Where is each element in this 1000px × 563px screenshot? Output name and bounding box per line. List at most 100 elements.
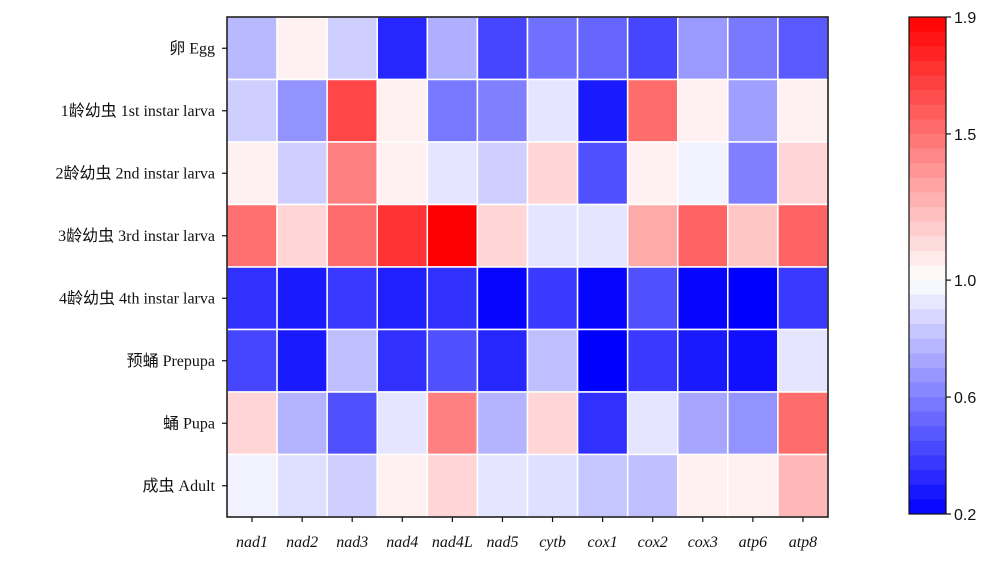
heatmap-cell bbox=[376, 78, 429, 143]
heatmap-cell bbox=[226, 78, 278, 143]
heatmap-cell bbox=[626, 203, 679, 268]
colorbar-segment bbox=[909, 207, 946, 223]
heatmap-cell bbox=[777, 328, 829, 393]
heatmap-cell bbox=[777, 266, 829, 331]
heatmap-cell bbox=[376, 328, 429, 393]
heatmap-cell bbox=[526, 16, 579, 81]
heatmap-cell bbox=[677, 78, 729, 143]
row-label: 卵 Egg bbox=[169, 39, 215, 57]
heatmap-cell bbox=[677, 391, 729, 456]
heatmap-cell bbox=[426, 141, 479, 206]
heatmap-cell bbox=[476, 328, 529, 393]
heatmap-cell bbox=[626, 78, 679, 143]
colorbar-segment bbox=[909, 470, 946, 486]
row-label: 1龄幼虫 1st instar larva bbox=[61, 102, 215, 120]
row-label: 成虫 Adult bbox=[143, 477, 216, 495]
heatmap-cell bbox=[376, 16, 429, 81]
heatmap-cell bbox=[276, 141, 328, 206]
heatmap-cell bbox=[526, 453, 579, 518]
heatmap-cell bbox=[626, 391, 679, 456]
colorbar-segment bbox=[909, 499, 946, 515]
heatmap-cell bbox=[727, 328, 779, 393]
colorbar-segment bbox=[909, 411, 946, 427]
heatmap-cell bbox=[727, 391, 779, 456]
heatmap-cell bbox=[576, 16, 629, 81]
row-label: 预蛹 Prepupa bbox=[127, 352, 215, 370]
heatmap-cell bbox=[226, 328, 278, 393]
colorbar-tick-label: 0.2 bbox=[954, 507, 976, 524]
heatmap-cell bbox=[476, 453, 529, 518]
colorbar-segment bbox=[909, 265, 946, 281]
heatmap-cell bbox=[426, 78, 479, 143]
heatmap-cell bbox=[677, 141, 729, 206]
colorbar-segment bbox=[909, 163, 946, 179]
heatmap-cell bbox=[326, 141, 378, 206]
heatmap-cell bbox=[426, 453, 479, 518]
heatmap-cell bbox=[226, 141, 278, 206]
heatmap-cell bbox=[576, 266, 629, 331]
heatmap-cell bbox=[326, 453, 378, 518]
heatmap-cell bbox=[777, 391, 829, 456]
heatmap-cell bbox=[276, 78, 328, 143]
colorbar-tick-label: 1.9 bbox=[954, 10, 976, 27]
column-label: nad4L bbox=[432, 534, 473, 551]
heatmap-cells bbox=[226, 16, 829, 518]
heatmap-cell bbox=[376, 453, 429, 518]
heatmap-cell bbox=[376, 203, 429, 268]
heatmap-cell bbox=[777, 78, 829, 143]
colorbar-segment bbox=[909, 455, 946, 471]
colorbar-segment bbox=[909, 280, 946, 296]
colorbar-segment bbox=[909, 75, 946, 91]
heatmap-cell bbox=[677, 453, 729, 518]
heatmap-cell bbox=[476, 266, 529, 331]
heatmap-cell bbox=[326, 16, 378, 81]
heatmap-cell bbox=[276, 203, 328, 268]
column-label: cox1 bbox=[588, 534, 618, 551]
colorbar-frame bbox=[908, 16, 947, 515]
heatmap-cell bbox=[276, 266, 328, 331]
colorbar-segment bbox=[909, 119, 946, 135]
colorbar-segment bbox=[909, 31, 946, 47]
heatmap-cell bbox=[426, 16, 479, 81]
heatmap-cell bbox=[677, 328, 729, 393]
heatmap-cell bbox=[727, 453, 779, 518]
colorbar: 1.9 1.5 1.0 0.6 0.2 bbox=[908, 10, 976, 524]
heatmap-cell bbox=[727, 266, 779, 331]
colorbar-segment bbox=[909, 46, 946, 62]
heatmap-cell bbox=[526, 266, 579, 331]
heatmap-cell bbox=[376, 266, 429, 331]
heatmap-cell bbox=[276, 16, 328, 81]
heatmap-cell bbox=[626, 266, 679, 331]
colorbar-segment bbox=[909, 148, 946, 164]
heatmap-cell bbox=[226, 453, 278, 518]
colorbar-segment bbox=[909, 382, 946, 398]
colorbar-segment bbox=[909, 309, 946, 325]
colorbar-segment bbox=[909, 177, 946, 193]
heatmap-cell bbox=[326, 78, 378, 143]
heatmap-cell bbox=[576, 391, 629, 456]
colorbar-segment bbox=[909, 294, 946, 310]
heatmap-cell bbox=[426, 391, 479, 456]
colorbar-segment bbox=[909, 250, 946, 266]
colorbar-segment bbox=[909, 338, 946, 354]
heatmap-cell bbox=[376, 141, 429, 206]
heatmap-cell bbox=[476, 141, 529, 206]
heatmap-cell bbox=[476, 391, 529, 456]
row-label: 4龄幼虫 4th instar larva bbox=[59, 289, 215, 307]
colorbar-segment bbox=[909, 440, 946, 456]
column-label: atp6 bbox=[739, 534, 767, 551]
heatmap-cell bbox=[476, 16, 529, 81]
heatmap-cell bbox=[526, 391, 579, 456]
colorbar-tick-label: 0.6 bbox=[954, 390, 976, 407]
column-label: nad2 bbox=[286, 534, 318, 551]
heatmap-cell bbox=[677, 266, 729, 331]
heatmap-cell bbox=[727, 203, 779, 268]
heatmap-cell bbox=[727, 141, 779, 206]
colorbar-segment bbox=[909, 133, 946, 149]
heatmap-cell bbox=[727, 16, 779, 81]
heatmap-cell bbox=[777, 16, 829, 81]
heatmap-cell bbox=[626, 141, 679, 206]
heatmap-cell bbox=[576, 328, 629, 393]
heatmap-cell bbox=[226, 16, 278, 81]
heatmap-cell bbox=[226, 266, 278, 331]
